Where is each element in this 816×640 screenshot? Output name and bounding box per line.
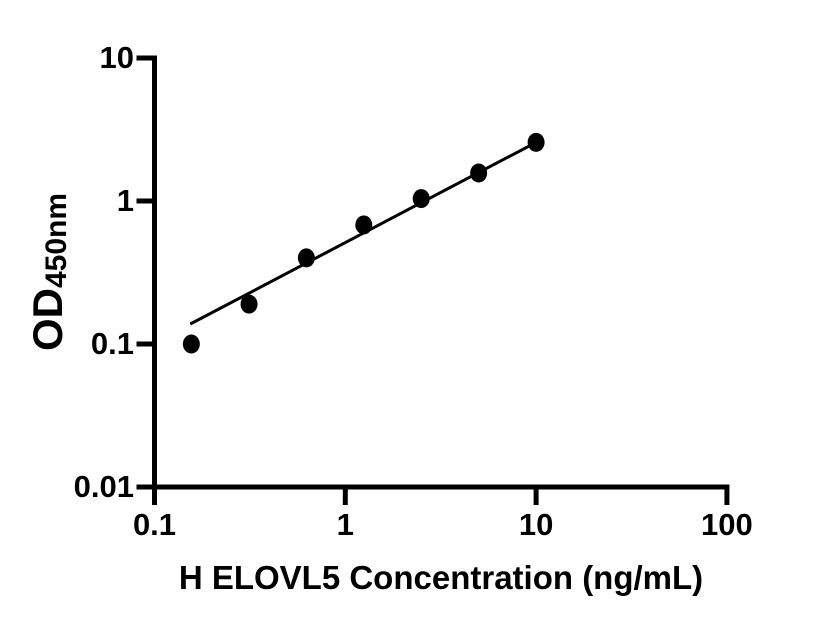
data-point [240,294,258,314]
data-point [412,189,430,209]
y-tick-label: 0.1 [90,326,134,361]
x-axis-title: H ELOVL5 Concentration (ng/mL) [178,559,704,596]
data-point [355,215,373,235]
y-tick-label: 1 [116,183,134,218]
y-axis-title-subscript: 450nm [40,192,73,289]
y-tick-label: 0.01 [73,469,134,504]
data-point [470,163,488,183]
data-point [182,334,200,354]
x-tick-label: 0.1 [132,507,177,542]
x-tick-label: 1 [336,507,354,542]
y-tick-label: 10 [99,40,134,75]
y-axis-title-main: OD [24,288,71,352]
data-point [527,132,545,152]
x-tick-label: 10 [518,507,554,542]
x-tick-label: 100 [701,507,753,542]
y-axis-title: OD450nm [24,157,73,387]
data-point [297,248,315,268]
